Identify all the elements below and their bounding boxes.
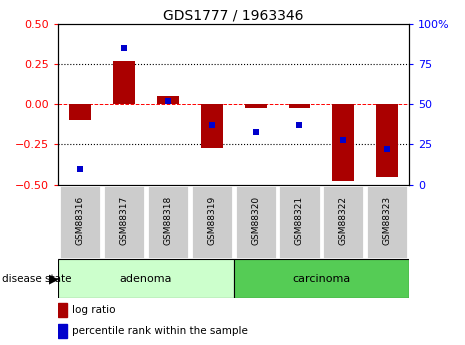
Bar <box>58 324 67 338</box>
Text: GSM88318: GSM88318 <box>163 196 173 245</box>
Point <box>120 46 128 51</box>
Point <box>296 122 303 128</box>
Text: disease state: disease state <box>2 274 72 284</box>
Text: carcinoma: carcinoma <box>292 274 351 284</box>
Bar <box>376 104 398 177</box>
Text: GSM88319: GSM88319 <box>207 196 216 245</box>
Point <box>252 129 259 135</box>
Bar <box>245 104 266 108</box>
Bar <box>69 104 91 120</box>
FancyBboxPatch shape <box>279 185 320 259</box>
FancyBboxPatch shape <box>234 259 409 298</box>
Text: GSM88322: GSM88322 <box>339 196 348 245</box>
Bar <box>157 96 179 104</box>
Point <box>76 166 84 171</box>
Point <box>164 98 172 104</box>
Text: GSM88323: GSM88323 <box>383 196 392 245</box>
Point <box>384 147 391 152</box>
Point <box>208 122 215 128</box>
FancyBboxPatch shape <box>191 185 233 259</box>
FancyBboxPatch shape <box>322 185 365 259</box>
Bar <box>201 104 223 148</box>
Text: GSM88321: GSM88321 <box>295 196 304 245</box>
Title: GDS1777 / 1963346: GDS1777 / 1963346 <box>163 9 304 23</box>
FancyBboxPatch shape <box>366 185 408 259</box>
FancyBboxPatch shape <box>103 185 145 259</box>
FancyBboxPatch shape <box>234 185 277 259</box>
FancyBboxPatch shape <box>147 185 189 259</box>
Bar <box>332 104 354 181</box>
Text: ▶: ▶ <box>49 272 59 285</box>
Text: GSM88320: GSM88320 <box>251 196 260 245</box>
Text: log ratio: log ratio <box>72 305 115 315</box>
Bar <box>113 61 135 104</box>
Text: GSM88317: GSM88317 <box>120 196 128 245</box>
Text: GSM88316: GSM88316 <box>76 196 85 245</box>
FancyBboxPatch shape <box>58 259 234 298</box>
FancyBboxPatch shape <box>59 185 101 259</box>
Bar <box>288 104 311 108</box>
Text: percentile rank within the sample: percentile rank within the sample <box>72 326 247 336</box>
Point <box>339 137 347 142</box>
Text: adenoma: adenoma <box>120 274 172 284</box>
Bar <box>58 303 67 317</box>
